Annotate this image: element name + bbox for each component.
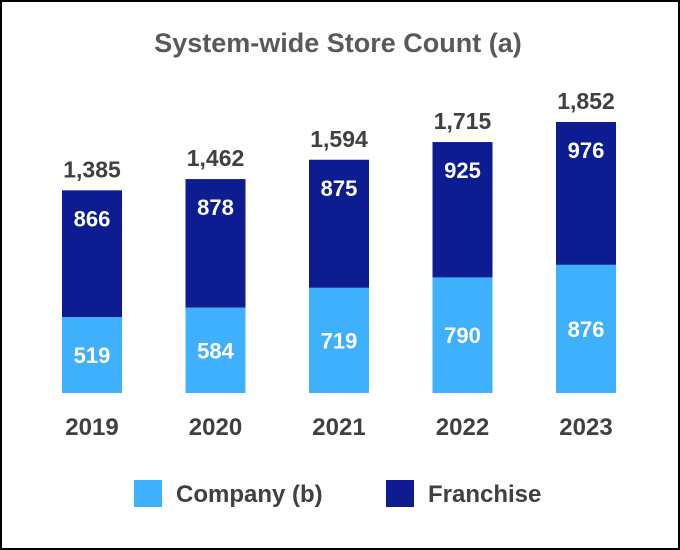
x-tick-2019: 2019 [65, 414, 118, 441]
label-company-2020: 584 [197, 338, 234, 363]
label-franchise-2019: 866 [74, 206, 111, 231]
x-tick-2020: 2020 [189, 414, 242, 441]
label-franchise-2022: 925 [444, 158, 481, 183]
label-company-2021: 719 [321, 328, 358, 353]
legend-label-company: Company (b) [176, 481, 323, 508]
label-franchise-2023: 976 [568, 138, 605, 163]
label-company-2019: 519 [74, 343, 111, 368]
bar-franchise-2019 [62, 190, 122, 318]
legend-label-franchise: Franchise [428, 481, 541, 508]
label-total-2022: 1,715 [434, 108, 492, 134]
bar-franchise-2021 [309, 159, 369, 288]
x-axis-ticks: 2019 2020 2021 2022 2023 [65, 414, 612, 441]
bar-franchise-2023 [556, 122, 616, 265]
legend: Company (b) Franchise [134, 480, 541, 508]
bar-franchise-2022 [432, 142, 493, 278]
label-franchise-2020: 878 [197, 195, 234, 220]
x-tick-2022: 2022 [436, 414, 489, 441]
bar-company-2021 [309, 287, 369, 393]
bar-company-2020 [185, 307, 246, 393]
legend-swatch-franchise [386, 480, 414, 507]
label-franchise-2021: 875 [321, 176, 358, 201]
bar-area: 519 866 1,385 584 878 1,462 719 875 1,594 790 925 1… [62, 88, 616, 393]
label-company-2022: 790 [444, 323, 481, 348]
x-tick-2023: 2023 [559, 414, 612, 441]
label-total-2019: 1,385 [63, 156, 121, 182]
label-company-2023: 876 [568, 317, 605, 342]
bar-franchise-2020 [185, 179, 246, 308]
label-total-2021: 1,594 [310, 126, 368, 152]
bar-company-2023 [556, 264, 616, 393]
label-total-2023: 1,852 [557, 88, 615, 114]
chart-title: System-wide Store Count (a) [154, 28, 522, 58]
bar-company-2022 [432, 277, 493, 393]
bar-company-2019 [62, 317, 122, 393]
label-total-2020: 1,462 [187, 145, 245, 171]
x-tick-2021: 2021 [312, 414, 365, 441]
legend-swatch-company [134, 480, 162, 507]
